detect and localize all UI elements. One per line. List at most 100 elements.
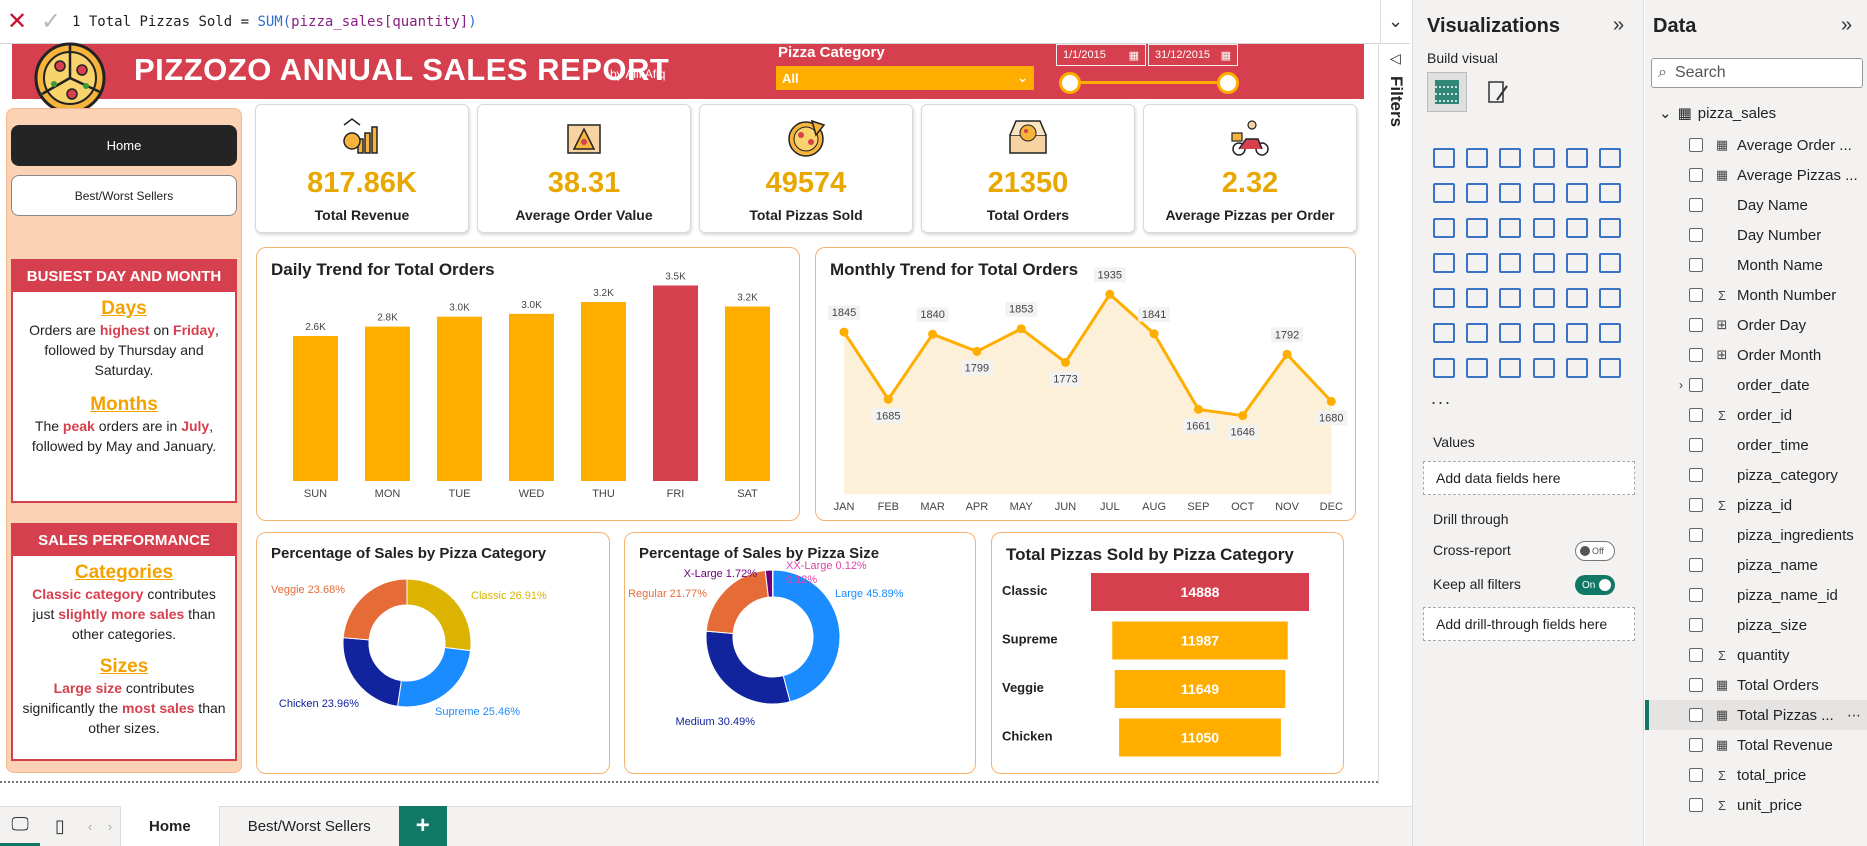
map-visual-icon[interactable]	[1460, 245, 1493, 280]
kpi-card-total-orders[interactable]: 21350 Total Orders	[921, 104, 1135, 233]
stacked-area-visual-icon[interactable]	[1494, 175, 1527, 210]
field-item[interactable]: ▦ Total Revenue	[1645, 730, 1867, 760]
field-checkbox[interactable]	[1689, 288, 1703, 302]
filters-pane-collapsed[interactable]	[1378, 44, 1412, 784]
field-checkbox[interactable]	[1689, 678, 1703, 692]
key-influencers-visual-icon[interactable]	[1460, 315, 1493, 350]
field-checkbox[interactable]	[1689, 168, 1703, 182]
collapse-pane-icon[interactable]: »	[1613, 14, 1625, 36]
field-item[interactable]: ▦ Average Pizzas ...	[1645, 160, 1867, 190]
field-checkbox[interactable]	[1689, 738, 1703, 752]
field-item[interactable]: pizza_name	[1645, 550, 1867, 580]
keep-filters-toggle[interactable]: On	[1575, 575, 1615, 595]
field-item[interactable]: ▦ Total Orders	[1645, 670, 1867, 700]
line-stacked-visual-icon[interactable]	[1460, 210, 1493, 245]
page-tab-best-worst-sellers[interactable]: Best/Worst Sellers	[247, 817, 371, 835]
donut-visual-icon[interactable]	[1594, 210, 1627, 245]
decomposition-tree-visual-icon[interactable]	[1494, 315, 1527, 350]
more-visuals-icon[interactable]: ...	[1431, 388, 1453, 408]
arcgis-visual-icon[interactable]	[1527, 350, 1560, 385]
100-stacked-bar-visual-icon[interactable]	[1560, 140, 1593, 175]
more-options-icon[interactable]: ⋯	[1847, 706, 1861, 723]
field-item[interactable]: order_time	[1645, 430, 1867, 460]
scatter-visual-icon[interactable]	[1527, 210, 1560, 245]
field-item[interactable]: ⊞ Order Day	[1645, 310, 1867, 340]
field-checkbox[interactable]	[1689, 768, 1703, 782]
qa-visual-icon[interactable]	[1527, 315, 1560, 350]
date-range-start-handle[interactable]	[1059, 72, 1081, 94]
date-start-input[interactable]: 1/1/2015 ▦	[1056, 44, 1146, 66]
treemap-visual-icon[interactable]	[1427, 245, 1460, 280]
field-item[interactable]: ▦ Total Pizzas ... ⋯	[1645, 700, 1867, 730]
field-checkbox[interactable]	[1689, 558, 1703, 572]
field-item[interactable]: pizza_name_id	[1645, 580, 1867, 610]
formula-input[interactable]: 1 Total Pizzas Sold = SUM(pizza_sales[qu…	[68, 14, 1380, 30]
field-item[interactable]: › order_date	[1645, 370, 1867, 400]
power-automate-visual-icon[interactable]	[1494, 350, 1527, 385]
kpi-card-total-revenue[interactable]: 817.86K Total Revenue	[255, 104, 469, 233]
collapse-pane-icon[interactable]: »	[1841, 14, 1853, 36]
field-checkbox[interactable]	[1689, 498, 1703, 512]
format-visual-tab-button[interactable]	[1477, 72, 1517, 112]
field-item[interactable]: Month Name	[1645, 250, 1867, 280]
python-visual-visual-icon[interactable]	[1427, 315, 1460, 350]
field-item[interactable]: ▦ Average Order ...	[1645, 130, 1867, 160]
area-visual-icon[interactable]	[1460, 175, 1493, 210]
mobile-layout-icon[interactable]: ▯	[55, 815, 65, 836]
kpi-visual-icon[interactable]	[1460, 280, 1493, 315]
category-filter-dropdown[interactable]: All ⌄	[776, 66, 1034, 90]
field-checkbox[interactable]	[1689, 708, 1703, 722]
goals-visual-icon[interactable]	[1594, 315, 1627, 350]
field-checkbox[interactable]	[1689, 258, 1703, 272]
table-visual-icon[interactable]	[1527, 280, 1560, 315]
filters-label[interactable]: Filters	[1387, 76, 1406, 128]
card-visual-icon[interactable]	[1594, 245, 1627, 280]
field-checkbox[interactable]	[1689, 138, 1703, 152]
field-checkbox[interactable]	[1689, 528, 1703, 542]
ribbon-visual-icon[interactable]	[1527, 175, 1560, 210]
page-tab-home[interactable]: Home	[120, 806, 220, 846]
matrix-visual-icon[interactable]	[1560, 280, 1593, 315]
field-checkbox[interactable]	[1689, 798, 1703, 812]
field-checkbox[interactable]	[1689, 618, 1703, 632]
slicer-visual-icon[interactable]	[1494, 280, 1527, 315]
date-range-end-handle[interactable]	[1217, 72, 1239, 94]
field-item[interactable]: pizza_ingredients	[1645, 520, 1867, 550]
field-checkbox[interactable]	[1689, 318, 1703, 332]
field-checkbox[interactable]	[1689, 648, 1703, 662]
nav-best-worst-button[interactable]: Best/Worst Sellers	[11, 175, 237, 216]
date-range-slider-track[interactable]	[1070, 81, 1228, 84]
power-apps-visual-icon[interactable]	[1460, 350, 1493, 385]
stacked-bar-visual-icon[interactable]	[1427, 140, 1460, 175]
drill-through-drop-zone[interactable]: Add drill-through fields here	[1423, 607, 1635, 641]
table-node-pizza-sales[interactable]: ⌄ ▦ pizza_sales	[1659, 104, 1776, 123]
r-visual-visual-icon[interactable]	[1594, 280, 1627, 315]
clustered-bar-visual-icon[interactable]	[1494, 140, 1527, 175]
field-item[interactable]: ⊞ Order Month	[1645, 340, 1867, 370]
field-item[interactable]: Σ Month Number	[1645, 280, 1867, 310]
line-visual-icon[interactable]	[1427, 175, 1460, 210]
paginated-visual-icon[interactable]	[1427, 350, 1460, 385]
field-item[interactable]: Day Name	[1645, 190, 1867, 220]
pizzas-sold-by-category-funnel[interactable]: 14888 Classic 11987 Supreme 11649 Veggie 11050…	[991, 532, 1344, 774]
stacked-column-visual-icon[interactable]	[1460, 140, 1493, 175]
field-checkbox[interactable]	[1689, 378, 1703, 392]
expand-chevron-icon[interactable]: ›	[1679, 378, 1683, 392]
line-clustered-visual-icon[interactable]	[1427, 210, 1460, 245]
gauge-visual-icon[interactable]	[1560, 245, 1593, 280]
values-drop-zone[interactable]: Add data fields here	[1423, 461, 1635, 495]
kpi-card-total-pizzas-sold[interactable]: 49574 Total Pizzas Sold	[699, 104, 913, 233]
chevron-right-icon[interactable]: ›	[107, 818, 113, 834]
filled-map-visual-icon[interactable]	[1494, 245, 1527, 280]
nav-home-button[interactable]: Home	[11, 125, 237, 166]
desktop-layout-icon[interactable]: 🖵	[0, 806, 40, 846]
field-checkbox[interactable]	[1689, 408, 1703, 422]
build-visual-tab-button[interactable]	[1427, 72, 1467, 112]
expand-formula-chevron-icon[interactable]: ⌄	[1380, 0, 1410, 44]
daily-trend-chart[interactable]: 2.6K SUN 2.8K MON 3.0K TUE 3.0K WED 3.2K THU 3.5K F…	[256, 247, 800, 521]
field-checkbox[interactable]	[1689, 468, 1703, 482]
